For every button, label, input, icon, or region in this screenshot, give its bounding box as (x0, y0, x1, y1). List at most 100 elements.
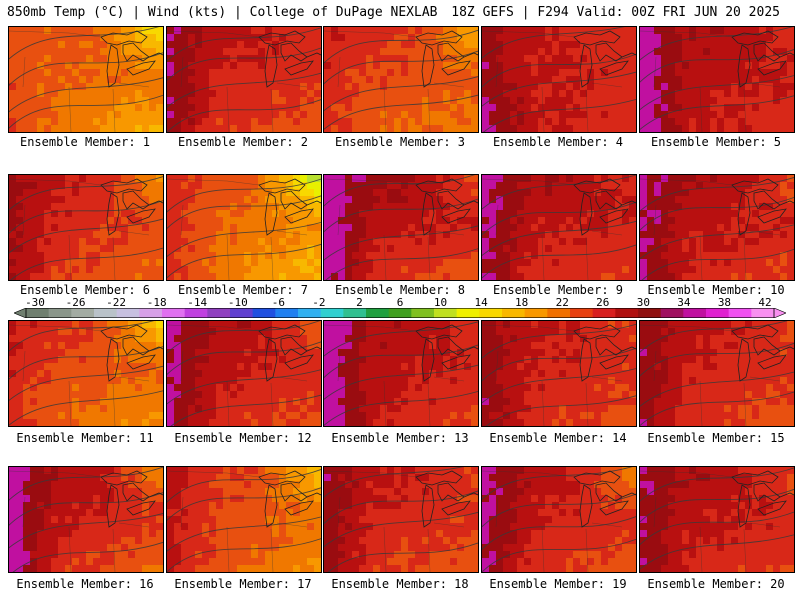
temperature-cell (135, 259, 143, 267)
temperature-cell (331, 189, 339, 197)
temperature-cell (230, 189, 238, 197)
temperature-cell (654, 363, 662, 371)
temperature-cell (100, 259, 108, 267)
temperature-cell (9, 69, 17, 77)
temperature-cell (615, 266, 623, 274)
temperature-cell (174, 370, 182, 378)
temperature-cell (422, 111, 430, 119)
temperature-cell (307, 245, 315, 253)
temperature-cell (142, 245, 150, 253)
temperature-cell (359, 189, 367, 197)
temperature-cell (615, 419, 623, 426)
temperature-cell (195, 266, 203, 274)
temperature-cell (307, 111, 315, 119)
temperature-cell (79, 321, 87, 329)
temperature-cell (79, 252, 87, 260)
temperature-cell (373, 238, 381, 246)
temperature-cell (717, 104, 725, 112)
temperature-cell (181, 69, 189, 77)
temperature-cell (44, 125, 52, 132)
temperature-cell (629, 189, 636, 197)
temperature-cell (286, 342, 294, 350)
temperature-cell (100, 405, 108, 413)
temperature-cell (37, 97, 45, 105)
temperature-cell (661, 83, 669, 91)
temperature-cell (503, 118, 511, 126)
temperature-cell (44, 335, 52, 343)
state-borders (324, 178, 465, 280)
temperature-cell (128, 48, 136, 56)
temperature-cell (258, 349, 266, 357)
temperature-cell (174, 62, 182, 70)
temperature-cell (738, 62, 746, 70)
temperature-cell (724, 125, 732, 132)
temperature-cell (496, 391, 504, 399)
temperature-cell (587, 273, 595, 280)
temperature-cell (496, 245, 504, 253)
temperature-cell (503, 321, 511, 329)
temperature-cell (387, 217, 395, 225)
temperature-cell (72, 377, 80, 385)
temperature-cell (573, 342, 581, 350)
temperature-cell (587, 349, 595, 357)
temperature-cell (149, 377, 157, 385)
temperature-cell (629, 252, 636, 260)
temperature-cell (174, 273, 182, 280)
temperature-cell (51, 245, 59, 253)
temperature-cell (594, 398, 602, 406)
temperature-cell (482, 335, 490, 343)
temperature-cell (300, 90, 308, 98)
temperature-cell (559, 335, 567, 343)
temperature-cell (661, 203, 669, 211)
temperature-cell (647, 356, 655, 364)
temperature-cell (450, 90, 458, 98)
temperature-cell (552, 363, 560, 371)
temperature-cell (408, 76, 416, 84)
temperature-cell (300, 321, 308, 329)
height-contour (324, 364, 478, 401)
temperature-cell (496, 69, 504, 77)
temperature-cell (622, 189, 630, 197)
temperature-cell (443, 90, 451, 98)
temperature-cell (559, 196, 567, 204)
temperature-cell (682, 328, 690, 336)
temperature-cell (482, 104, 490, 112)
temperature-cell (338, 259, 346, 267)
temperature-cell (661, 55, 669, 63)
temperature-cell (331, 69, 339, 77)
temperature-cell (114, 27, 122, 35)
temperature-cell (450, 356, 458, 364)
temperature-cell (738, 210, 746, 218)
temperature-cell (114, 175, 122, 183)
temperature-cell (738, 69, 746, 77)
temperature-cell (531, 97, 539, 105)
temperature-cell (482, 189, 490, 197)
temperature-cell (359, 224, 367, 232)
temperature-cell (675, 328, 683, 336)
temperature-cell (65, 69, 73, 77)
temperature-cell (601, 175, 609, 183)
temperature-cell (517, 238, 525, 246)
temperature-cell (517, 321, 525, 329)
height-contour (167, 369, 321, 405)
temperature-cell (780, 196, 788, 204)
temperature-cell (149, 273, 157, 280)
temperature-cell (436, 321, 444, 329)
temperature-cell (457, 370, 465, 378)
temperature-cell (352, 321, 360, 329)
temperature-cell (471, 370, 478, 378)
temperature-cell (244, 328, 252, 336)
temperature-cell (156, 189, 163, 197)
temperature-cell (787, 210, 794, 218)
temperature-cell (23, 224, 31, 232)
temperature-cell (279, 328, 287, 336)
temperature-cell (314, 405, 321, 413)
temperature-cell (482, 34, 490, 42)
temperature-cell (654, 48, 662, 56)
temperature-cell (30, 328, 38, 336)
temperature-cell (422, 363, 430, 371)
temperature-cell (209, 118, 217, 126)
temperature-cell (65, 398, 73, 406)
temperature-cell (531, 104, 539, 112)
temperature-cell (23, 111, 31, 119)
